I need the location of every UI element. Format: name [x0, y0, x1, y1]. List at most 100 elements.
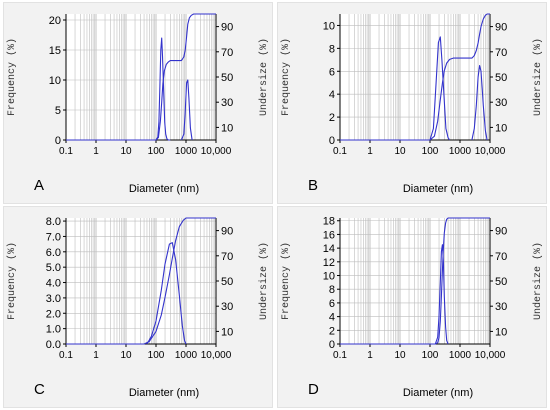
y2-tick-label: 90	[221, 226, 233, 238]
x-axis-label: Diameter (nm)	[128, 183, 200, 195]
x-tick-label: 0.1	[59, 350, 73, 361]
y2-tick-label: 50	[221, 72, 233, 84]
frequency-curve	[180, 79, 193, 141]
x-tick-label: 100	[422, 350, 439, 361]
plot-area	[340, 14, 490, 140]
x-tick-label: 1	[367, 146, 373, 157]
undersize-curve	[66, 13, 216, 141]
y-axis-label-right: Undersize (%)	[258, 242, 270, 320]
x-tick-label: 100	[148, 350, 165, 361]
y-tick-label: 6.0	[46, 247, 61, 259]
y-tick-label: 16	[323, 229, 335, 241]
x-tick-label: 1000	[449, 146, 472, 157]
x-tick-label: 10	[394, 350, 406, 361]
x-tick-label: 1000	[175, 146, 198, 157]
y-tick-label: 8	[329, 43, 335, 55]
y-tick-label: 18	[323, 216, 335, 228]
y2-tick-label: 70	[495, 47, 507, 59]
y2-tick-label: 50	[495, 276, 507, 288]
y2-tick-label: 30	[495, 301, 507, 313]
x-tick-label: 1000	[175, 350, 198, 361]
x-tick-label: 10	[120, 350, 132, 361]
x-tick-label: 0.1	[333, 146, 347, 157]
chart-b-svg: 0 2 4 6 8 10 10 30 50 70 90 0.1 1 10 100 1000 10,000 Unde…	[323, 13, 544, 157]
y-tick-label: 2.0	[46, 308, 61, 320]
panel-c: 0.0 1.0 2.0 3.0 4.0 5.0 6.0 7.0 8.0 10 30 50 70 90 0.1…	[3, 206, 273, 408]
y2-tick-label: 70	[221, 47, 233, 59]
plot-area	[66, 14, 216, 140]
x-tick-label: 10,000	[201, 146, 232, 157]
y-tick-label: 3.0	[46, 293, 61, 305]
x-axis-label: Diameter (nm)	[402, 183, 474, 195]
y-tick-label: 10	[49, 75, 61, 87]
y2-tick-label: 50	[495, 72, 507, 84]
y-tick-label: 4.0	[46, 278, 61, 290]
y2-tick-label: 90	[495, 226, 507, 238]
y2-tick-label: 30	[221, 301, 233, 313]
y-tick-label: 10	[323, 20, 335, 32]
y2-tick-label: 90	[221, 22, 233, 34]
y2-tick-label: 70	[221, 251, 233, 263]
y-tick-label: 0	[55, 135, 61, 147]
y2-tick-label: 50	[221, 276, 233, 288]
undersize-curve	[340, 217, 490, 345]
y-axis-label-right: Undersize (%)	[258, 38, 270, 116]
y2-tick-label: 30	[495, 97, 507, 109]
panel-letter: B	[308, 177, 319, 194]
y-tick-label: 4	[329, 89, 335, 101]
y-tick-label: 8.0	[46, 216, 61, 228]
frequency-curve	[146, 242, 187, 345]
y-tick-label: 7.0	[46, 231, 61, 243]
y2-tick-label: 10	[221, 122, 233, 134]
y-tick-label: 2	[329, 112, 335, 124]
frequency-curve	[471, 64, 488, 141]
x-tick-label: 10,000	[475, 146, 506, 157]
panel-letter: A	[34, 177, 45, 194]
y-tick-label: 6	[329, 298, 335, 310]
y-tick-label: 0	[329, 135, 335, 147]
y-tick-label: 0.0	[46, 339, 61, 351]
y-tick-label: 8	[329, 284, 335, 296]
panel-b: 0 2 4 6 8 10 10 30 50 70 90 0.1 1 10 100 1000 10,000 Unde…	[277, 2, 547, 204]
y2-tick-label: 70	[495, 251, 507, 263]
y2-tick-label: 10	[495, 122, 507, 134]
chart-a-svg: 0 5 10 15 20 10 30 50 70 90 0.1 1 10 100 1000 10,000 Und…	[49, 13, 270, 157]
y-axis-label-left: Frequency (%)	[7, 242, 18, 321]
x-tick-label: 10	[120, 146, 132, 157]
y-axis-label-right: Undersize (%)	[532, 38, 544, 116]
y-axis-label-left: Frequency (%)	[281, 38, 292, 117]
x-tick-label: 0.1	[59, 146, 73, 157]
panel-d: 0 2 4 6 8 10 12 14 16 18 10 30 50 70 90 0.1 1 10 100 1000 10…	[277, 206, 547, 408]
y-tick-label: 1.0	[46, 324, 61, 336]
frequency-curve	[155, 37, 171, 141]
x-tick-label: 100	[148, 146, 165, 157]
panel-letter: D	[308, 381, 319, 398]
panel-a: 0 5 10 15 20 10 30 50 70 90 0.1 1 10 100 1000 10,000 Und…	[3, 2, 273, 204]
y-tick-label: 5	[55, 105, 61, 117]
chart-c-svg: 0.0 1.0 2.0 3.0 4.0 5.0 6.0 7.0 8.0 10 30 50 70 90 0.1…	[46, 216, 270, 361]
x-tick-label: 0.1	[333, 350, 347, 361]
x-axis-label: Diameter (nm)	[402, 387, 474, 399]
y-tick-label: 15	[49, 45, 61, 57]
x-axis-label: Diameter (nm)	[128, 387, 200, 399]
y-tick-label: 4	[329, 312, 335, 324]
y-tick-label: 10	[323, 271, 335, 283]
y-tick-label: 12	[323, 257, 335, 269]
y-tick-label: 6	[329, 66, 335, 78]
frequency-curve	[429, 36, 451, 141]
y2-tick-label: 10	[221, 326, 233, 338]
undersize-curve	[340, 13, 490, 141]
y-axis-label-right: Undersize (%)	[532, 242, 544, 320]
x-tick-label: 1	[93, 146, 99, 157]
plot-area	[66, 218, 216, 344]
x-tick-label: 10,000	[201, 350, 232, 361]
undersize-curve	[66, 217, 216, 345]
y2-tick-label: 30	[221, 97, 233, 109]
y-tick-label: 14	[323, 243, 335, 255]
y-tick-label: 5.0	[46, 262, 61, 274]
frequency-curve	[434, 244, 449, 345]
x-tick-label: 100	[422, 146, 439, 157]
x-tick-label: 1	[93, 350, 99, 361]
